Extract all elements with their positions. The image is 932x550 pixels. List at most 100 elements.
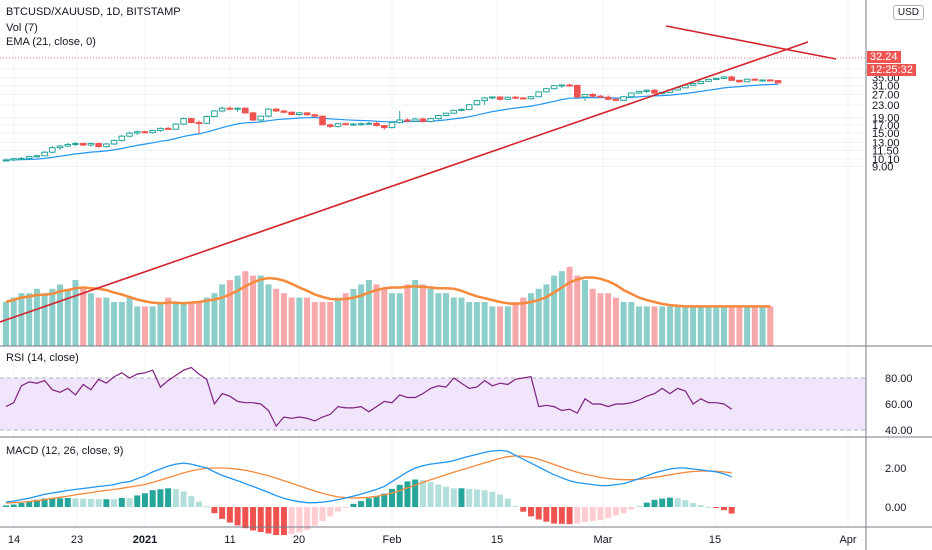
candle[interactable]: [581, 93, 589, 101]
candle[interactable]: [72, 141, 79, 147]
candle[interactable]: [95, 142, 102, 148]
candle[interactable]: [288, 111, 295, 116]
candle[interactable]: [133, 130, 141, 135]
candle[interactable]: [419, 117, 427, 123]
macd-axis[interactable]: 2.00 0.00: [885, 463, 906, 514]
candle[interactable]: [110, 139, 118, 146]
candle[interactable]: [187, 117, 195, 124]
candle[interactable]: [303, 112, 311, 116]
candle[interactable]: [473, 99, 481, 106]
candle[interactable]: [404, 118, 411, 123]
candle[interactable]: [388, 121, 396, 129]
candle[interactable]: [218, 106, 226, 113]
candle[interactable]: [342, 122, 349, 126]
candle[interactable]: [103, 142, 110, 148]
candle[interactable]: [566, 83, 573, 87]
candle[interactable]: [164, 126, 172, 131]
candle[interactable]: [689, 82, 697, 86]
candle[interactable]: [365, 121, 373, 125]
candle[interactable]: [465, 103, 473, 111]
candle[interactable]: [141, 130, 149, 134]
candle[interactable]: [550, 85, 558, 90]
candle[interactable]: [396, 110, 404, 124]
candle[interactable]: [519, 96, 527, 100]
rsi-pane[interactable]: [0, 366, 866, 431]
candle[interactable]: [242, 107, 249, 114]
candle[interactable]: [628, 92, 635, 98]
candle[interactable]: [334, 122, 342, 128]
candle[interactable]: [743, 78, 751, 83]
candle[interactable]: [357, 122, 365, 126]
candle[interactable]: [234, 107, 241, 112]
candle[interactable]: [411, 117, 419, 123]
candle[interactable]: [64, 142, 72, 148]
candle[interactable]: [10, 157, 18, 161]
candle[interactable]: [712, 77, 720, 81]
candle[interactable]: [311, 113, 319, 118]
support-trendline[interactable]: [0, 41, 809, 323]
candle[interactable]: [203, 115, 211, 125]
candle[interactable]: [157, 127, 164, 132]
candle[interactable]: [172, 123, 180, 130]
candle[interactable]: [380, 124, 388, 130]
candle[interactable]: [118, 134, 126, 142]
candle[interactable]: [280, 110, 288, 114]
candle[interactable]: [296, 111, 303, 116]
candle[interactable]: [766, 79, 774, 82]
candle[interactable]: [87, 142, 95, 147]
candle[interactable]: [496, 96, 504, 101]
candle[interactable]: [257, 115, 265, 123]
candle[interactable]: [211, 110, 218, 118]
candle[interactable]: [126, 131, 133, 138]
candle[interactable]: [597, 94, 604, 98]
candle[interactable]: [643, 89, 651, 94]
candle[interactable]: [195, 120, 203, 134]
currency-button[interactable]: USD: [892, 5, 924, 20]
candle[interactable]: [350, 122, 357, 127]
candle[interactable]: [651, 88, 658, 95]
candle[interactable]: [728, 75, 735, 81]
candle[interactable]: [774, 80, 782, 84]
candle[interactable]: [705, 78, 712, 82]
candle[interactable]: [226, 106, 234, 111]
macd-pane[interactable]: [3, 449, 735, 536]
candle[interactable]: [481, 96, 488, 106]
candle[interactable]: [265, 108, 272, 118]
candle[interactable]: [41, 151, 48, 157]
candle[interactable]: [442, 112, 450, 117]
candle[interactable]: [720, 75, 728, 80]
price-axis[interactable]: 4035.0031.0027.0023.0019.0017.0015.0013.…: [872, 64, 900, 174]
candle[interactable]: [56, 145, 64, 150]
candle[interactable]: [535, 91, 542, 98]
rsi-axis[interactable]: 80.00 60.00 40.00: [885, 373, 913, 437]
candle[interactable]: [33, 154, 41, 158]
candle[interactable]: [573, 84, 581, 98]
candle[interactable]: [489, 96, 496, 100]
candle[interactable]: [604, 95, 612, 101]
candle[interactable]: [558, 84, 566, 88]
candle[interactable]: [373, 121, 380, 127]
candle[interactable]: [18, 157, 25, 161]
candle[interactable]: [326, 123, 334, 128]
candle[interactable]: [751, 78, 759, 81]
candle[interactable]: [319, 115, 326, 126]
candle[interactable]: [49, 146, 56, 154]
candle[interactable]: [25, 155, 33, 160]
candle[interactable]: [435, 114, 442, 120]
candle[interactable]: [759, 79, 766, 82]
candle[interactable]: [79, 142, 87, 147]
candle[interactable]: [635, 90, 643, 94]
time-axis[interactable]: 14 23 2021 11 20 Feb 15 Mar 15 Apr: [8, 534, 857, 546]
candle[interactable]: [272, 108, 280, 112]
candle[interactable]: [180, 117, 187, 125]
candle[interactable]: [736, 79, 743, 83]
candle[interactable]: [450, 109, 458, 115]
candle[interactable]: [2, 158, 10, 162]
candle[interactable]: [504, 96, 512, 101]
price-pane[interactable]: [0, 25, 866, 346]
candle[interactable]: [512, 95, 519, 100]
candle[interactable]: [697, 80, 705, 85]
candle[interactable]: [527, 96, 535, 100]
candle[interactable]: [543, 88, 550, 93]
